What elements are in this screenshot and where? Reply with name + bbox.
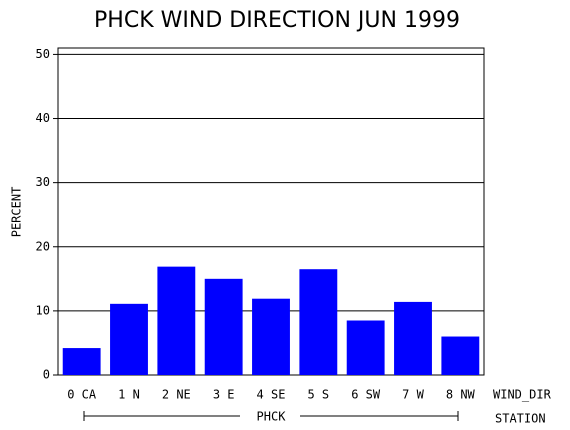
bar [157, 266, 196, 375]
group-label: PHCK [257, 410, 287, 424]
group-axis-label: STATION [495, 412, 546, 426]
bar [394, 301, 432, 375]
bar [252, 298, 290, 375]
y-tick-label: 50 [36, 47, 50, 61]
y-tick-label: 30 [36, 175, 50, 189]
x-tick-label: 3 E [213, 388, 235, 402]
bar [346, 320, 385, 375]
bar [62, 348, 101, 375]
y-tick-label: 10 [36, 303, 50, 317]
x-tick-label: 7 W [402, 388, 424, 402]
x-tick-label: 0 CA [67, 388, 97, 402]
y-tick-label: 0 [43, 368, 50, 382]
y-tick-label: 40 [36, 111, 50, 125]
y-axis-label: PERCENT [10, 187, 24, 238]
bar [110, 303, 148, 375]
x-axis-label: WIND_DIR [493, 388, 552, 402]
x-tick-label: 8 NW [446, 388, 476, 402]
bar [299, 269, 338, 375]
x-tick-label: 6 SW [351, 388, 381, 402]
x-tick-label: 1 N [118, 388, 140, 402]
bar [204, 278, 243, 375]
x-tick-label: 4 SE [257, 388, 286, 402]
y-tick-label: 20 [36, 239, 50, 253]
x-tick-label: 2 NE [162, 388, 191, 402]
chart-title: PHCK WIND DIRECTION JUN 1999 [94, 8, 460, 33]
bar [441, 336, 480, 375]
x-tick-label: 5 S [307, 388, 329, 402]
